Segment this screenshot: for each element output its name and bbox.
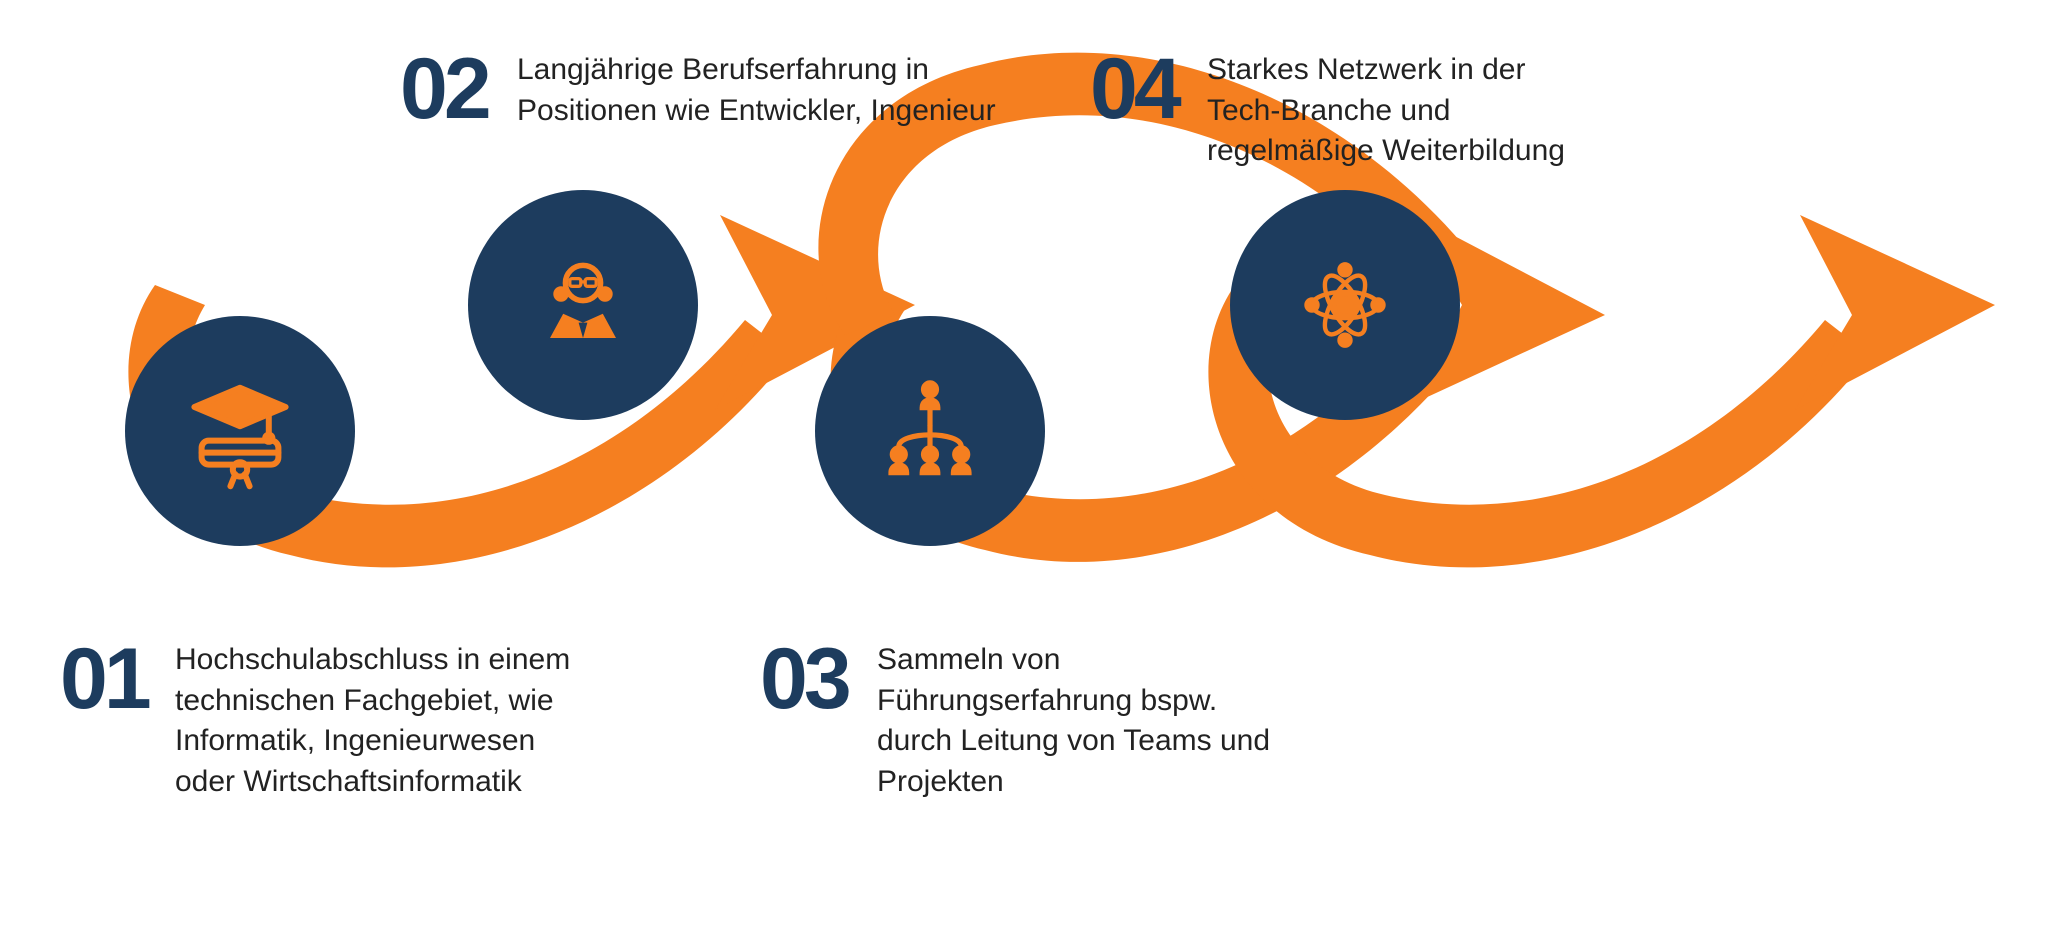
step-desc-2: Langjährige Berufserfahrung in Positione…	[517, 50, 1037, 131]
step-desc-4: Starkes Netzwerk in der Tech-Branche und…	[1207, 50, 1597, 172]
step-desc-3: Sammeln von Führungserfahrung bspw. durc…	[877, 640, 1297, 802]
step-number-3: 03	[760, 630, 848, 729]
step-number-1: 01	[60, 630, 148, 729]
step-desc-1: Hochschulabschluss in einem technischen …	[175, 640, 575, 802]
team-icon	[865, 366, 995, 496]
education-icon	[180, 371, 300, 491]
step-circle-1	[125, 316, 355, 546]
step-circle-4	[1230, 190, 1460, 420]
step-circle-2	[468, 190, 698, 420]
step-number-2: 02	[400, 40, 488, 139]
developer-icon	[528, 250, 638, 360]
step-circle-3	[815, 316, 1045, 546]
step-number-4: 04	[1090, 40, 1178, 139]
infographic-stage: 01 Hochschulabschluss in einem technisch…	[0, 0, 2048, 938]
network-icon	[1290, 250, 1400, 360]
